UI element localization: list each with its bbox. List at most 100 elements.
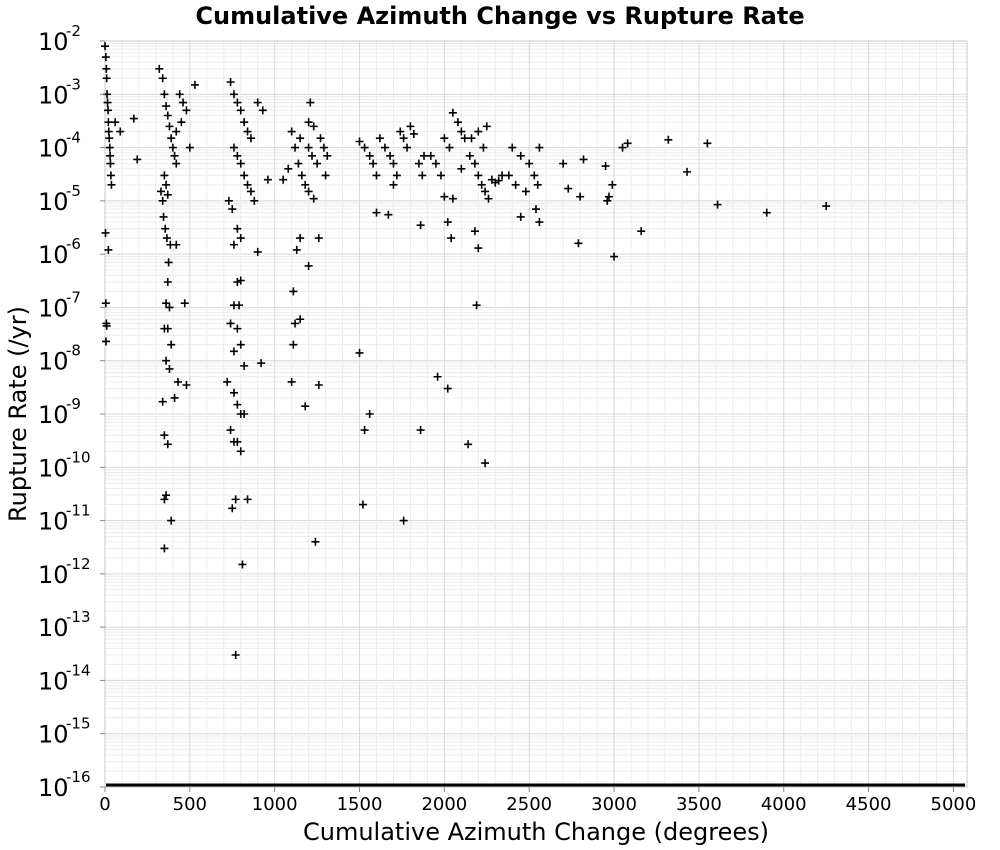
data-point	[105, 134, 114, 143]
data-point	[116, 127, 125, 136]
data-point	[443, 384, 452, 393]
data-point	[177, 118, 186, 127]
data-point	[292, 245, 301, 254]
y-tick-label: 10	[38, 454, 69, 482]
data-point	[133, 155, 142, 164]
data-point	[167, 516, 176, 525]
x-axis-label: Cumulative Azimuth Change (degrees)	[303, 818, 769, 846]
data-point	[246, 187, 255, 196]
data-point	[101, 53, 110, 62]
data-point	[103, 98, 112, 107]
data-point	[481, 459, 490, 468]
data-point	[467, 134, 476, 143]
y-tick-exponent: -4	[66, 129, 81, 147]
data-point	[358, 500, 367, 509]
data-point	[226, 78, 235, 87]
data-point	[420, 151, 429, 160]
data-point	[309, 194, 318, 203]
data-point	[240, 410, 249, 418]
data-point	[106, 159, 115, 168]
data-point	[185, 143, 194, 152]
y-tick-label: 10	[38, 188, 69, 216]
data-point	[477, 180, 486, 189]
y-tick-exponent: -3	[66, 75, 81, 93]
data-point	[240, 171, 249, 180]
data-point	[365, 410, 374, 418]
data-point	[102, 321, 111, 330]
data-point	[257, 359, 266, 368]
data-point	[564, 184, 573, 193]
data-point	[610, 252, 619, 261]
data-point	[233, 224, 242, 233]
data-point	[297, 171, 306, 180]
data-point	[433, 372, 442, 381]
data-point	[235, 301, 244, 310]
data-point	[392, 171, 401, 180]
y-tick-exponent: -11	[66, 502, 91, 520]
data-point	[516, 151, 525, 160]
data-point	[172, 159, 181, 168]
data-point	[464, 440, 473, 449]
data-point	[164, 258, 173, 267]
data-point	[306, 98, 315, 107]
x-axis-ticks: 0 500 1000 1500 2000 2500 3000 3500 4000 4500 5000	[99, 787, 976, 815]
data-point	[296, 315, 305, 324]
data-point	[323, 151, 332, 160]
data-point	[406, 122, 415, 131]
data-point	[389, 159, 398, 168]
data-point	[319, 143, 328, 152]
data-point	[250, 196, 259, 205]
y-axis-label: Rupture Rate (/yr)	[4, 306, 32, 522]
data-point	[238, 560, 247, 569]
data-point	[618, 143, 627, 152]
x-tick-label: 2000	[421, 794, 467, 815]
data-point	[448, 108, 457, 117]
data-point	[372, 208, 381, 217]
data-point	[396, 127, 405, 136]
data-point	[233, 98, 242, 107]
data-point	[521, 187, 530, 196]
data-point	[170, 151, 179, 160]
data-point	[533, 180, 542, 189]
data-point	[107, 180, 116, 189]
data-point	[470, 159, 479, 168]
data-point	[380, 143, 389, 152]
data-point	[160, 495, 169, 504]
data-point	[399, 516, 408, 525]
y-tick-label: 10	[38, 241, 69, 269]
data-point	[236, 106, 245, 115]
data-point	[532, 205, 540, 214]
data-point	[440, 192, 449, 201]
data-point	[426, 151, 435, 160]
data-point	[384, 210, 393, 219]
y-tick-label: 10	[38, 667, 69, 695]
data-point	[372, 171, 381, 180]
data-point	[296, 234, 305, 243]
data-point	[535, 218, 544, 227]
data-point	[314, 234, 323, 243]
x-tick-label: 1000	[252, 794, 298, 815]
data-point	[253, 98, 262, 107]
data-point	[355, 348, 364, 357]
y-tick-label: 10	[38, 81, 69, 109]
chart-title: Cumulative Azimuth Change vs Rupture Rat…	[195, 2, 804, 30]
data-point	[102, 64, 111, 73]
data-point	[162, 356, 171, 365]
data-point	[389, 180, 398, 189]
data-point	[436, 171, 445, 180]
data-point	[163, 278, 172, 287]
data-point	[481, 187, 490, 196]
y-tick-label: 10	[38, 135, 69, 163]
data-point	[316, 134, 325, 143]
y-tick-exponent: -14	[66, 661, 91, 679]
data-point	[713, 200, 722, 209]
data-point	[409, 129, 418, 138]
data-point	[508, 143, 517, 152]
y-tick-exponent: -2	[66, 22, 81, 40]
x-tick-label: 4500	[846, 794, 892, 815]
data-point	[516, 212, 525, 221]
data-point	[233, 324, 242, 333]
data-point	[105, 143, 114, 152]
data-point	[162, 234, 171, 243]
data-point	[160, 544, 169, 553]
